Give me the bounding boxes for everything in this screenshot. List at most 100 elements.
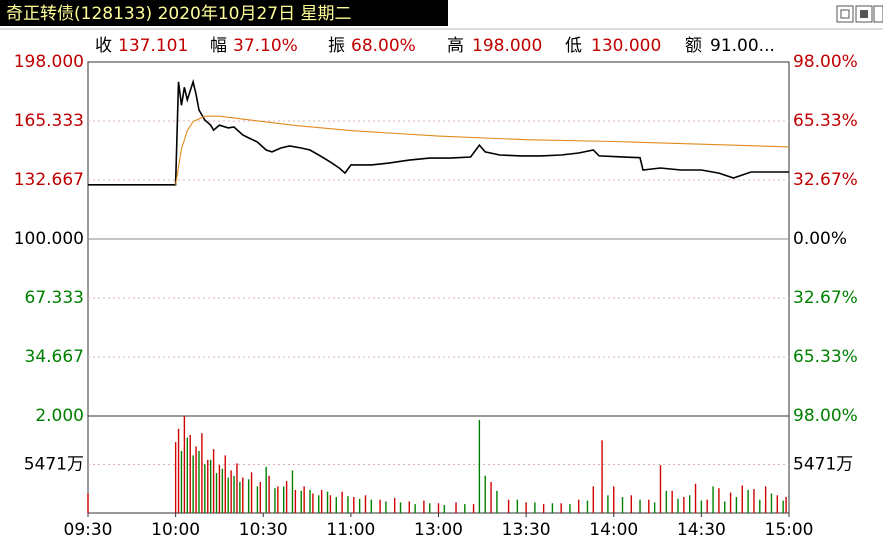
x-tick-label: 11:00 <box>326 520 375 540</box>
x-tick-label: 15:00 <box>765 520 814 540</box>
volume-bar <box>586 500 589 513</box>
volume-bar <box>242 477 244 513</box>
volume-bar <box>542 504 545 513</box>
volume-bar <box>700 500 703 513</box>
volume-bar <box>230 470 232 513</box>
volume-bar <box>250 472 253 513</box>
y2-tick-label: 5471万 <box>793 455 853 475</box>
volume-bar <box>294 489 297 513</box>
stat-label: 收 <box>95 36 112 56</box>
volume-bar <box>192 455 194 513</box>
window-buttons[interactable] <box>836 5 883 23</box>
y-tick-label: 2.000 <box>35 406 84 426</box>
volume-bar <box>613 486 615 513</box>
y2-tick-label: 0.00% <box>793 229 847 249</box>
volume-bar <box>399 502 402 513</box>
y-tick-label: 67.333 <box>25 288 84 308</box>
volume-bar <box>759 499 761 513</box>
volume-bar <box>677 498 679 513</box>
volume-bar <box>385 501 387 513</box>
volume-bar <box>592 486 595 513</box>
volume-bar <box>239 481 241 513</box>
volume-bar <box>320 489 323 513</box>
volume-bar <box>496 490 498 513</box>
minimize-icon <box>840 9 850 19</box>
volume-bar <box>534 502 536 513</box>
y-tick-label: 132.667 <box>14 170 84 190</box>
stat-label: 低 <box>565 36 582 56</box>
x-tick-label: 13:00 <box>414 520 463 540</box>
volume-bar <box>209 459 212 513</box>
volume-bar <box>630 495 632 513</box>
volume-bar <box>218 465 221 513</box>
volume-bar <box>724 501 726 513</box>
volume-bar <box>671 490 673 513</box>
volume-bar <box>782 500 784 513</box>
stat-value: 91.00... <box>710 36 775 56</box>
volume-bar <box>347 496 349 513</box>
volume-bar <box>180 450 183 513</box>
x-tick-label: 14:00 <box>589 520 638 540</box>
volume-bar <box>741 485 743 513</box>
volume-bar <box>227 477 229 513</box>
volume-bar <box>569 504 571 513</box>
volume-bar <box>303 486 305 513</box>
minimize-button[interactable] <box>836 5 854 23</box>
volume-bar <box>408 501 410 513</box>
y-tick-label: 5471万 <box>24 455 84 475</box>
volume-bar <box>236 463 238 513</box>
volume-bar <box>551 503 554 513</box>
stat-value: 130.000 <box>591 36 661 56</box>
volume-bar <box>578 499 580 513</box>
stat-label: 高 <box>447 36 464 56</box>
y-tick-label: 165.333 <box>14 111 84 131</box>
volume-bar <box>212 449 215 513</box>
volume-bar <box>437 503 440 513</box>
stat-value: 68.00% <box>351 36 416 56</box>
y2-tick-label: 32.67% <box>793 288 858 308</box>
x-tick-label: 10:00 <box>151 520 200 540</box>
y2-tick-label: 98.00% <box>793 52 858 72</box>
price-line <box>88 78 789 186</box>
volume-bar <box>776 495 779 513</box>
volume-bar <box>215 473 218 513</box>
volume-bar <box>525 502 527 513</box>
volume-bar <box>256 486 259 513</box>
y2-tick-label: 65.33% <box>793 347 858 367</box>
window-title: 奇正转债(128133) 2020年10月27日 星期二 <box>6 4 352 24</box>
volume-bar <box>607 495 609 513</box>
volume-bar <box>683 497 685 513</box>
volume-bar <box>358 498 361 513</box>
volume-bar <box>189 434 191 513</box>
volume-bar <box>659 465 662 513</box>
volume-bar <box>364 495 367 513</box>
volume-bar <box>560 503 562 513</box>
volume-bar <box>443 505 446 513</box>
y-tick-label: 198.000 <box>14 52 84 72</box>
volume-bar <box>507 499 510 513</box>
volume-bar <box>516 499 519 513</box>
volume-bar <box>665 490 668 513</box>
volume-bar <box>353 497 355 513</box>
x-tick-label: 09:30 <box>64 520 113 540</box>
volume-bar <box>729 492 732 513</box>
volume-bar <box>785 497 787 513</box>
volume-bar <box>174 442 177 513</box>
price-line <box>175 115 790 185</box>
volume-bar <box>472 504 475 513</box>
volume-bar <box>601 440 603 513</box>
y2-tick-label: 98.00% <box>793 406 858 426</box>
volume-bar <box>735 497 738 513</box>
stat-label: 额 <box>685 36 702 56</box>
volume-bar <box>318 495 320 513</box>
y2-tick-label: 65.33% <box>793 111 858 131</box>
close-button[interactable] <box>873 5 883 23</box>
stat-label: 幅 <box>210 36 227 56</box>
volume-bar <box>285 481 288 513</box>
volume-bar <box>207 459 209 513</box>
x-tick-label: 14:30 <box>677 520 726 540</box>
volume-bar <box>414 504 416 513</box>
maximize-icon <box>860 10 868 18</box>
x-tick-label: 10:30 <box>239 520 288 540</box>
